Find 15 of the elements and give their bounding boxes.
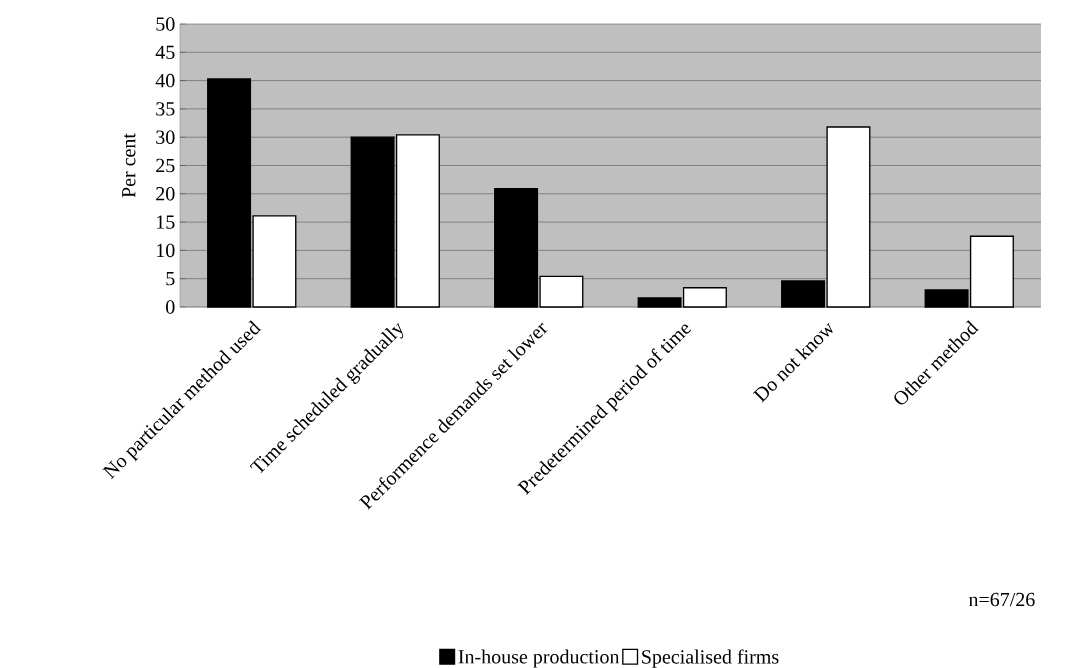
legend-label: In-house production [458,649,620,668]
y-tick-label: 15 [157,215,175,229]
y-tick-label: 5 [166,272,175,286]
y-tick-label: 40 [155,73,175,88]
legend-label: Specialised firms [642,649,779,668]
y-tick-label: 25 [156,158,175,173]
y-axis-title: Per cent [122,133,136,198]
y-tick-label: 20 [156,187,175,201]
y-tick-label: 10 [157,243,175,258]
y-tick-label: 50 [156,17,175,31]
y-tick-label: 35 [156,102,175,116]
y-tick-label: 0 [166,300,175,314]
text: n=67/26 [968,592,1035,607]
y-tick-label: 30 [156,130,175,144]
y-tick-label: 45 [155,45,175,59]
